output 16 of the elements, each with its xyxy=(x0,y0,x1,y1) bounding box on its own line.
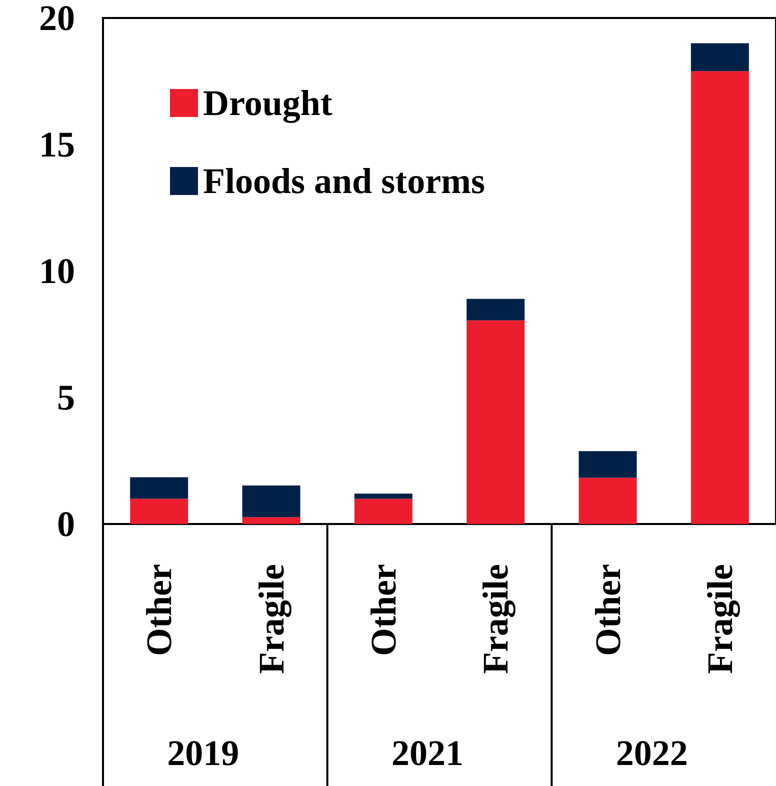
y-tick-label: 0 xyxy=(57,504,75,544)
text: 2021 xyxy=(392,733,464,773)
y-tick-label: 5 xyxy=(57,378,75,418)
x-tick-label: Fragile xyxy=(700,564,740,674)
text: 2019 xyxy=(167,733,240,773)
legend-label: Floods and storms xyxy=(203,161,486,201)
x-tick-label: Other xyxy=(139,564,180,656)
y-tick-label: 20 xyxy=(39,0,75,38)
x-tick-label: Other xyxy=(588,564,628,656)
y-tick-label: 15 xyxy=(39,124,75,164)
x-tick-label: Other xyxy=(363,564,404,656)
legend-label: Drought xyxy=(203,83,332,123)
y-tick-label: 10 xyxy=(39,251,75,291)
text: 2022 xyxy=(616,733,688,773)
x-tick-label: Fragile xyxy=(476,564,516,674)
x-tick-label: Fragile xyxy=(251,564,292,674)
